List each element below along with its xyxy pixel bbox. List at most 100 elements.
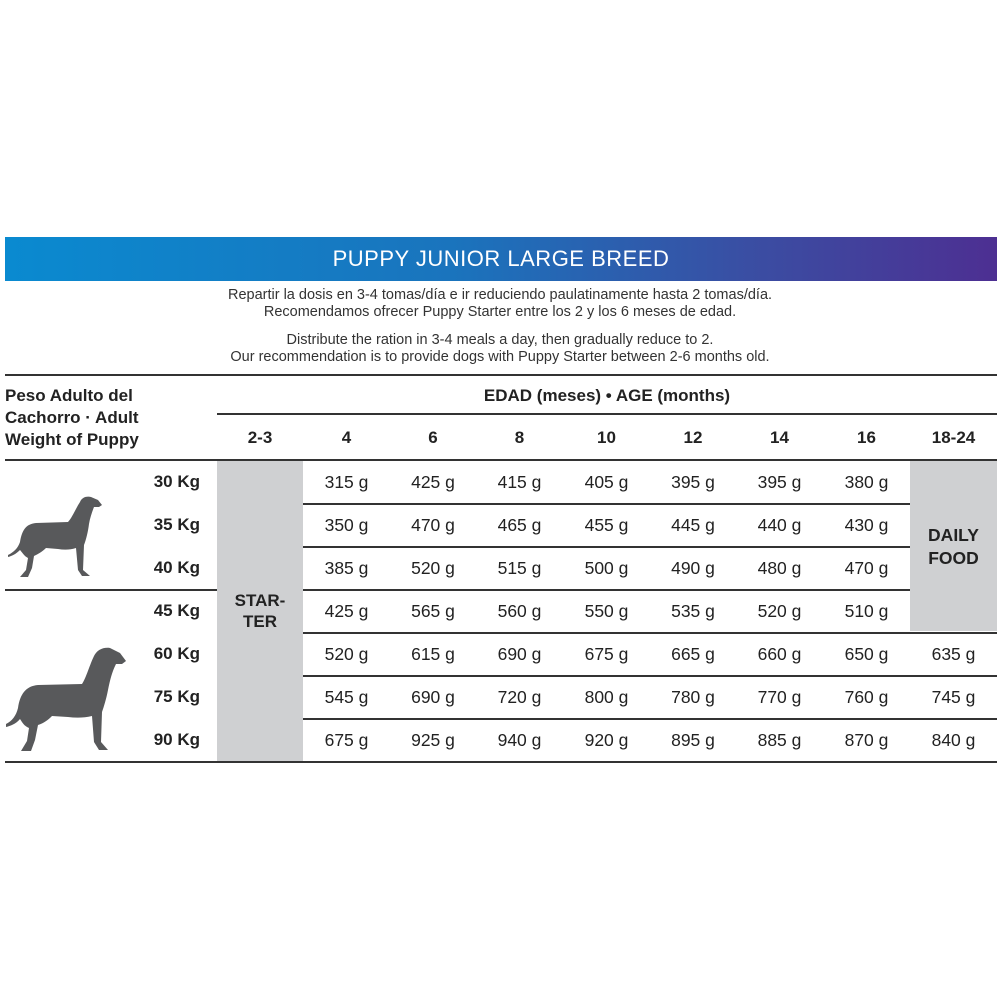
- column-header: 6: [428, 428, 438, 447]
- table-cell: 520 g: [411, 558, 455, 578]
- table-cell: 675 g: [324, 730, 369, 750]
- daily-food-cell: [910, 461, 997, 631]
- column-header: 18-24: [931, 428, 976, 447]
- table-cell: 465 g: [497, 515, 542, 535]
- table-cell: 780 g: [671, 687, 715, 707]
- note-en-2: Our recommendation is to provide dogs wi…: [230, 349, 770, 365]
- weight-header-1: Peso Adulto del: [5, 386, 133, 405]
- column-header: 14: [770, 428, 789, 447]
- column-header: 16: [857, 428, 876, 447]
- divider: [217, 413, 997, 415]
- table-cell: 770 g: [757, 687, 802, 707]
- row-divider: [5, 761, 997, 763]
- note-es-2: Recomendamos ofrecer Puppy Starter entre…: [263, 304, 737, 320]
- table-cell: 480 g: [757, 558, 802, 578]
- row-divider: [303, 675, 997, 677]
- table-cell: 550 g: [584, 601, 629, 621]
- dog-silhouette-large-icon: [6, 647, 126, 751]
- table-cell: 520 g: [757, 601, 802, 621]
- title: PUPPY JUNIOR LARGE BREED: [332, 246, 670, 271]
- table-cell: 650 g: [844, 644, 889, 664]
- daily-food-label-line: FOOD: [928, 548, 979, 568]
- starter-label-line: STAR-: [234, 591, 286, 610]
- table-cell: 870 g: [844, 730, 889, 750]
- table-cell: 920 g: [584, 730, 629, 750]
- weight-label: 35 Kg: [153, 515, 200, 534]
- row-divider: [303, 546, 910, 548]
- table-cell: 440 g: [757, 515, 802, 535]
- age-header: EDAD (meses) • AGE (months): [483, 386, 731, 405]
- note-en-1: Distribute the ration in 3-4 meals a day…: [286, 332, 714, 348]
- divider: [5, 459, 997, 461]
- table-cell: 315 g: [324, 472, 369, 492]
- table-cell: 395 g: [671, 472, 715, 492]
- table-cell: 660 g: [757, 644, 802, 664]
- divider: [5, 374, 997, 376]
- table-cell: 415 g: [497, 472, 542, 492]
- table-cell: 840 g: [931, 730, 976, 750]
- table-cell: 455 g: [584, 515, 629, 535]
- table-cell: 560 g: [497, 601, 542, 621]
- weight-label: 90 Kg: [153, 730, 200, 749]
- column-header: 4: [341, 428, 352, 447]
- table-cell: 425 g: [324, 601, 369, 621]
- starter-label-line: TER: [243, 612, 277, 631]
- table-cell: 925 g: [411, 730, 455, 750]
- weight-label: 75 Kg: [153, 687, 200, 706]
- starter-cell: [217, 461, 303, 761]
- table-cell: 515 g: [497, 558, 542, 578]
- table-cell: 470 g: [844, 558, 889, 578]
- table-cell: 425 g: [411, 472, 455, 492]
- table-cell: 745 g: [931, 687, 976, 707]
- table-cell: 380 g: [844, 472, 889, 492]
- daily-food-label-line: DAILY: [928, 525, 979, 545]
- weight-label: 30 Kg: [153, 472, 200, 491]
- table-cell: 490 g: [671, 558, 715, 578]
- table-cell: 545 g: [324, 687, 369, 707]
- table-cell: 885 g: [757, 730, 802, 750]
- table-cell: 445 g: [671, 515, 715, 535]
- table-cell: 395 g: [757, 472, 802, 492]
- note-es-1: Repartir la dosis en 3-4 tomas/día e ir …: [227, 287, 773, 303]
- row-divider: [5, 589, 910, 591]
- table-cell: 470 g: [411, 515, 455, 535]
- starter-label: STAR- TER: [217, 590, 303, 632]
- weight-label: 60 Kg: [153, 644, 200, 663]
- table-cell: 535 g: [671, 601, 715, 621]
- daily-food-label: DAILY FOOD: [910, 524, 997, 570]
- row-divider: [303, 503, 910, 505]
- table-cell: 895 g: [671, 730, 715, 750]
- table-cell: 665 g: [671, 644, 715, 664]
- table-cell: 385 g: [324, 558, 369, 578]
- table-cell: 800 g: [584, 687, 629, 707]
- title-banner: PUPPY JUNIOR LARGE BREED: [5, 237, 997, 281]
- weight-label: 45 Kg: [153, 601, 200, 620]
- column-header: 2-3: [247, 428, 273, 447]
- weight-header-2: Cachorro · Adult: [5, 408, 139, 427]
- column-header: 10: [597, 428, 616, 447]
- table-cell: 510 g: [844, 601, 889, 621]
- table-cell: 940 g: [497, 730, 542, 750]
- column-header: 8: [514, 428, 525, 447]
- table-cell: 720 g: [497, 687, 542, 707]
- table-cell: 690 g: [411, 687, 455, 707]
- weight-header-3: Weight of Puppy: [5, 430, 139, 449]
- table-cell: 405 g: [584, 472, 629, 492]
- dog-silhouette-medium-icon: [8, 496, 102, 577]
- table-cell: 430 g: [844, 515, 889, 535]
- weight-label: 40 Kg: [153, 558, 200, 577]
- table-cell: 350 g: [324, 515, 369, 535]
- column-header: 12: [683, 428, 703, 447]
- starter-cell-fill: [217, 589, 303, 591]
- table-cell: 520 g: [324, 644, 369, 664]
- table-cell: 565 g: [411, 601, 455, 621]
- table-cell: 500 g: [584, 558, 629, 578]
- row-divider: [303, 718, 997, 720]
- table-cell: 690 g: [497, 644, 542, 664]
- row-divider: [303, 632, 997, 634]
- table-cell: 675 g: [584, 644, 629, 664]
- table-cell: 760 g: [844, 687, 889, 707]
- table-cell: 635 g: [931, 644, 976, 664]
- table-cell: 615 g: [411, 644, 455, 664]
